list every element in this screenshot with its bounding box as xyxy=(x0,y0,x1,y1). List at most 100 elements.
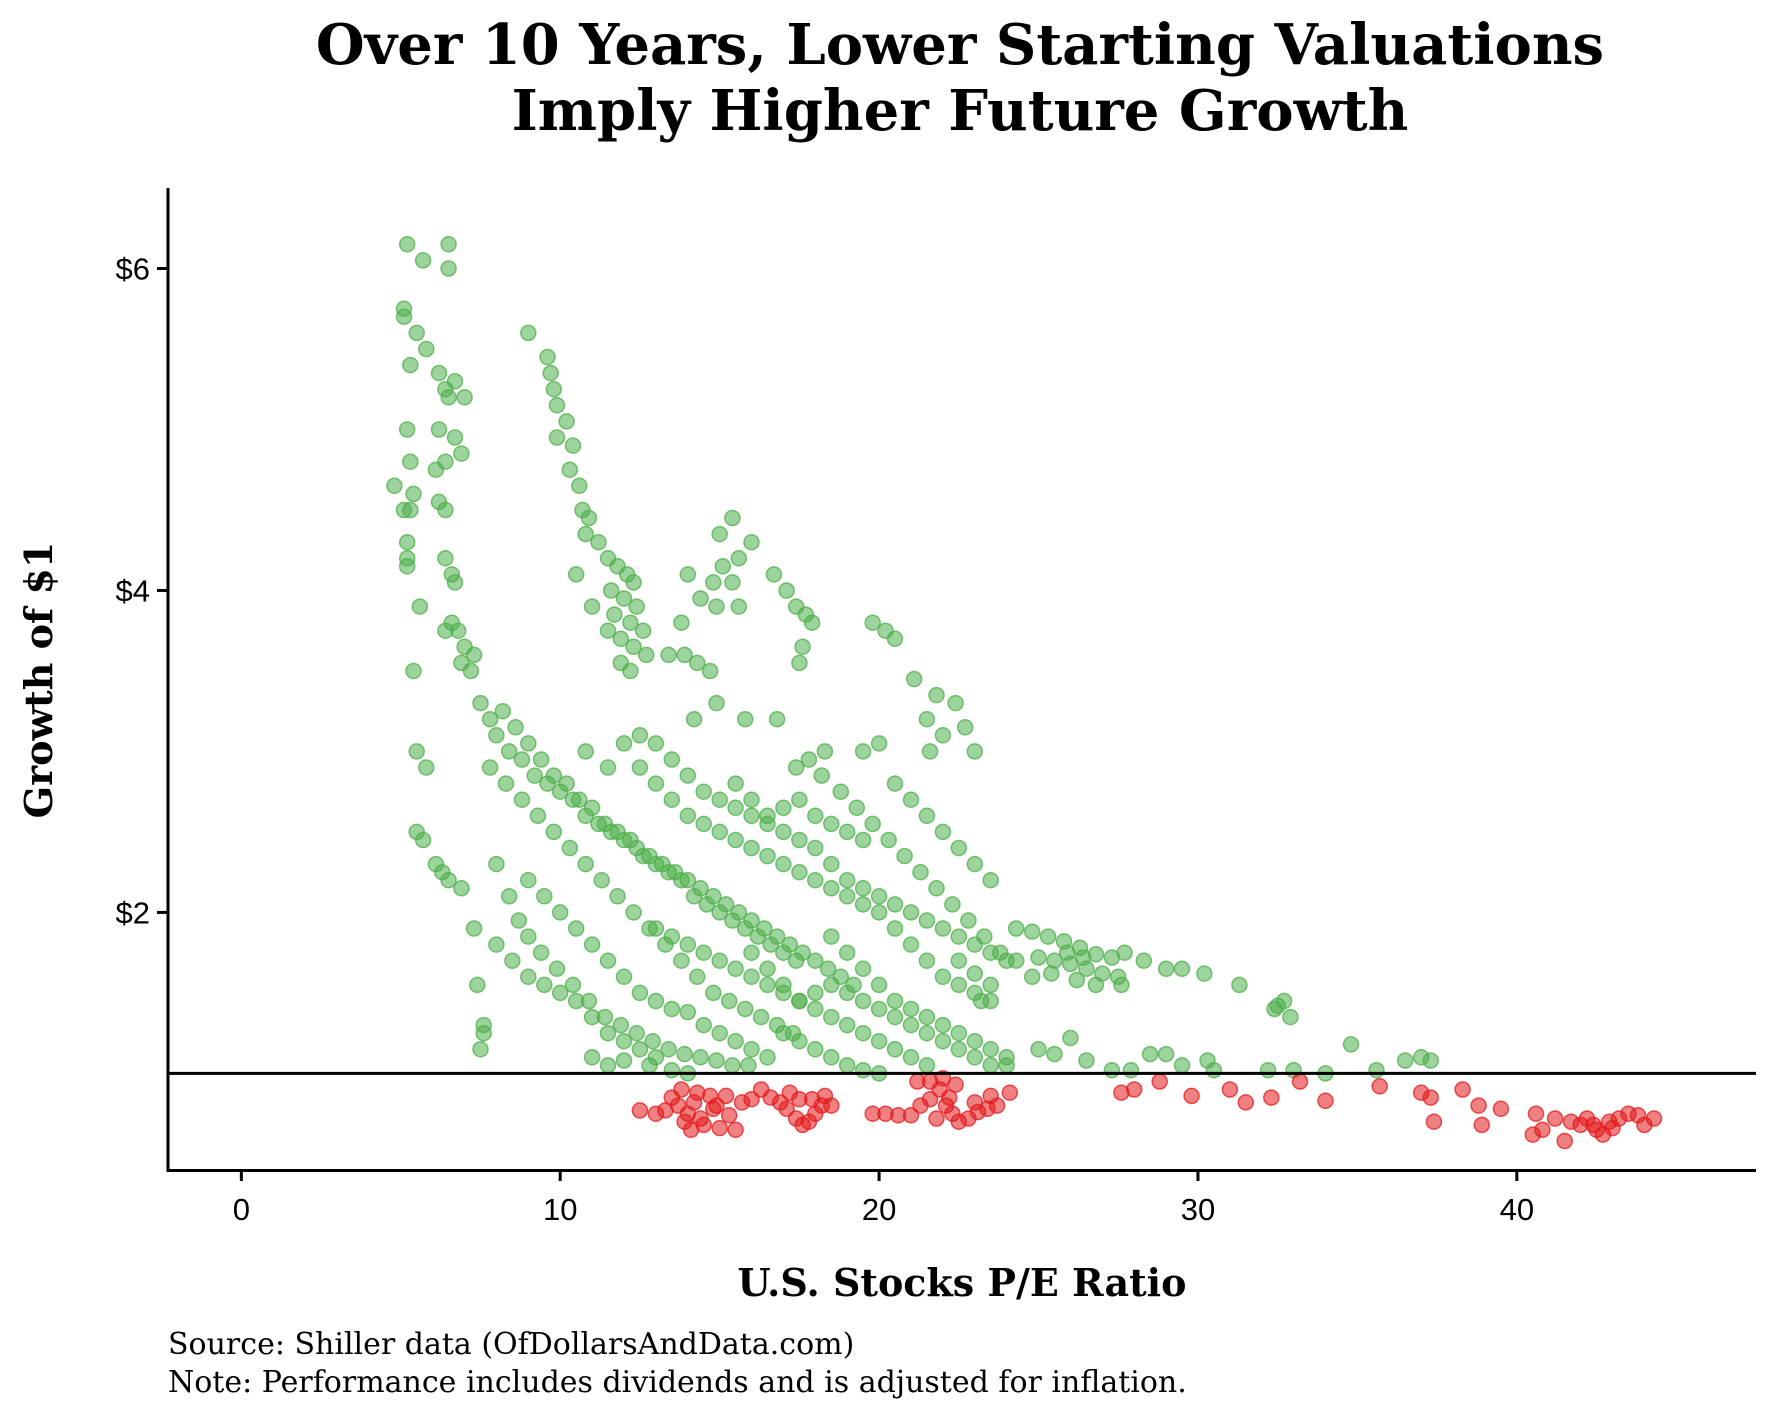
point-above-322 xyxy=(854,960,872,978)
point-above-248 xyxy=(775,855,792,873)
point-above-338 xyxy=(1039,928,1057,945)
point-above-21 xyxy=(564,437,582,454)
point-above-408 xyxy=(583,936,601,953)
point-above-78 xyxy=(714,558,732,575)
point-above-430 xyxy=(807,984,824,1002)
point-above-425 xyxy=(727,960,744,978)
point-above-158 xyxy=(634,847,652,865)
point-above-387 xyxy=(599,759,617,776)
point-above-5 xyxy=(395,308,413,326)
point-above-15 xyxy=(539,348,556,366)
point-above-217 xyxy=(615,1032,633,1050)
point-above-179 xyxy=(609,888,626,905)
point-above-143 xyxy=(807,952,824,969)
point-above-176 xyxy=(561,839,579,857)
point-above-84 xyxy=(679,566,697,583)
point-above-358 xyxy=(1157,960,1175,978)
x-tick-label: 10 xyxy=(543,1192,577,1227)
point-above-205 xyxy=(692,1049,709,1066)
point-above-192 xyxy=(500,888,518,905)
point-above-26 xyxy=(398,421,416,438)
point-above-156 xyxy=(609,823,626,841)
point-above-436 xyxy=(902,1016,920,1034)
point-above-185 xyxy=(705,984,722,1002)
point-above-309 xyxy=(870,1032,888,1050)
point-above-326 xyxy=(918,1008,936,1026)
point-above-79 xyxy=(705,574,722,591)
point-above-2 xyxy=(440,236,457,253)
point-below-64 xyxy=(1237,1094,1255,1111)
point-above-0 xyxy=(398,236,416,253)
point-below-77 xyxy=(1527,1105,1545,1122)
point-above-427 xyxy=(759,976,776,994)
point-above-412 xyxy=(647,992,665,1010)
point-above-420 xyxy=(647,920,665,937)
point-above-75 xyxy=(711,525,728,543)
point-above-419 xyxy=(759,1049,776,1066)
point-above-268 xyxy=(823,855,840,873)
point-above-378 xyxy=(1205,1061,1223,1079)
point-above-234 xyxy=(465,920,483,937)
point-above-323 xyxy=(870,976,888,994)
point-above-235 xyxy=(469,976,486,994)
point-above-297 xyxy=(934,823,952,841)
point-above-208 xyxy=(740,1057,757,1074)
point-above-224 xyxy=(663,1061,681,1079)
point-above-220 xyxy=(583,1049,601,1066)
point-above-287 xyxy=(912,863,929,881)
point-above-174 xyxy=(529,807,547,825)
point-above-195 xyxy=(532,944,550,961)
point-above-301 xyxy=(743,944,760,961)
point-above-233 xyxy=(453,880,470,897)
point-above-105 xyxy=(956,719,974,736)
point-above-222 xyxy=(615,1052,633,1069)
point-above-416 xyxy=(711,1024,728,1042)
y-axis-title: Growth of $1 xyxy=(16,542,61,819)
point-above-321 xyxy=(838,944,856,961)
point-above-204 xyxy=(676,1045,693,1063)
point-above-161 xyxy=(673,871,690,889)
point-above-207 xyxy=(724,1057,741,1074)
point-above-171 xyxy=(481,759,499,776)
point-above-212 xyxy=(536,976,553,994)
point-above-389 xyxy=(631,727,649,744)
point-above-283 xyxy=(848,799,866,817)
point-above-307 xyxy=(838,1016,856,1034)
point-above-375 xyxy=(1157,1045,1175,1063)
point-above-85 xyxy=(673,614,690,631)
point-above-396 xyxy=(743,807,760,825)
point-above-272 xyxy=(886,896,904,913)
point-above-293 xyxy=(1007,952,1025,969)
point-below-62 xyxy=(1183,1087,1200,1105)
point-above-406 xyxy=(551,904,569,921)
point-above-45 xyxy=(411,598,429,615)
point-above-237 xyxy=(475,1024,492,1042)
point-above-404 xyxy=(520,871,537,889)
point-above-119 xyxy=(500,743,518,760)
point-above-285 xyxy=(880,831,897,849)
point-above-29 xyxy=(453,445,470,462)
point-above-66 xyxy=(612,630,630,648)
point-above-42 xyxy=(437,550,454,567)
point-above-243 xyxy=(695,815,712,833)
point-above-77 xyxy=(730,550,748,567)
point-below-25 xyxy=(778,1100,795,1118)
point-above-308 xyxy=(854,1024,872,1042)
point-above-438 xyxy=(934,1032,952,1050)
point-above-356 xyxy=(1074,949,1092,966)
point-above-167 xyxy=(749,928,767,945)
point-below-70 xyxy=(1422,1089,1439,1106)
x-axis-title: U.S. Stocks P/E Ratio xyxy=(738,1260,1187,1305)
point-above-177 xyxy=(577,855,594,873)
note-caption: Note: Performance includes dividends and… xyxy=(168,1365,1187,1400)
point-above-241 xyxy=(663,791,681,808)
point-above-97 xyxy=(864,614,881,631)
point-above-62 xyxy=(628,598,645,615)
point-above-399 xyxy=(791,791,808,808)
point-above-22 xyxy=(561,461,579,478)
y-tick-label: $2 xyxy=(116,895,150,930)
point-above-59 xyxy=(625,574,642,591)
point-below-78 xyxy=(1534,1121,1551,1139)
y-tick-label: $4 xyxy=(116,573,150,608)
point-above-418 xyxy=(743,1041,760,1058)
